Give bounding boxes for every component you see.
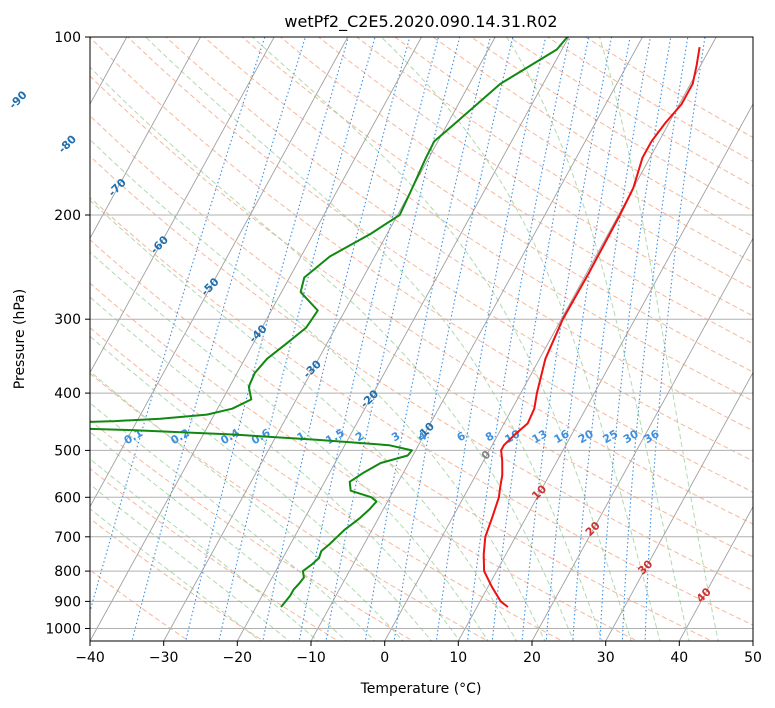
x-tick-label: 30 — [597, 650, 615, 666]
isotherm-line — [90, 37, 422, 641]
mixing-ratio-line — [90, 37, 266, 614]
dry-adiabat-line — [318, 37, 753, 317]
isotherm-line — [384, 37, 717, 641]
y-tick-label: 800 — [54, 564, 81, 580]
dry-adiabat-line — [90, 327, 564, 641]
isotherm-line — [531, 237, 753, 641]
isotherm-line — [90, 37, 349, 508]
mixing-ratio-line — [131, 37, 306, 641]
y-tick-label: 200 — [54, 208, 81, 224]
dry-adiabat-line — [356, 37, 753, 290]
mixing-ratio-line — [298, 37, 440, 641]
mixing-ratio-line — [491, 37, 590, 641]
plot-background — [90, 37, 753, 641]
mixing-ratio-line — [435, 37, 547, 641]
dry-adiabat-line — [203, 37, 753, 402]
temperature-profile-line — [482, 46, 701, 608]
x-tick-label: 50 — [744, 650, 762, 666]
plot-frame — [89, 36, 754, 642]
moist-adiabat-line — [90, 138, 546, 641]
chart-title: wetPf2_C2E5.2020.090.14.31.R02 — [284, 12, 557, 32]
moist-adiabat-line — [90, 296, 461, 641]
pressure-gridlines — [90, 37, 753, 629]
dry-adiabat-line — [165, 37, 753, 432]
x-tick-label: 20 — [523, 650, 541, 666]
x-tick-label: 10 — [449, 650, 467, 666]
y-tick-label: 700 — [54, 530, 81, 546]
dry-adiabat-line — [90, 468, 340, 641]
mixing-ratio-line — [325, 37, 461, 641]
y-tick-label: 1000 — [45, 622, 81, 638]
moist-adiabat-line — [90, 402, 376, 641]
x-tick-label: 0 — [380, 650, 389, 666]
x-tick-label: −20 — [223, 650, 253, 666]
mixing-ratio-line — [364, 37, 491, 641]
dewpoint-profile-line — [90, 37, 569, 608]
y-tick-label: 100 — [54, 30, 81, 46]
y-tick-label: 900 — [54, 594, 81, 610]
moist-adiabat-line — [90, 431, 348, 641]
dry-adiabat-line — [90, 75, 753, 525]
y-tick-label: 300 — [54, 312, 81, 328]
y-tick-label: 400 — [54, 386, 81, 402]
dry-adiabat-line — [90, 115, 753, 558]
y-tick-label: 500 — [54, 443, 81, 459]
mixing-ratio-line — [393, 37, 514, 641]
y-tick-label: 600 — [54, 490, 81, 506]
x-tick-label: −30 — [149, 650, 179, 666]
y-axis-label: Pressure (hPa) — [12, 289, 28, 389]
axes: −40 −30 −20 −10 0 10 20 30 40 50 100 200 300 400 500 60… — [45, 30, 762, 666]
background-lines — [90, 37, 753, 641]
dry-adiabat-line — [90, 155, 753, 592]
isotherm-line — [236, 37, 570, 641]
moist-adiabat-line — [90, 508, 262, 641]
dry-adiabat-line — [127, 37, 753, 462]
x-tick-label: −40 — [75, 650, 105, 666]
moist-adiabat-line — [90, 458, 319, 641]
isotherm-line — [310, 37, 643, 641]
profile-series — [90, 37, 701, 608]
x-tick-label: −10 — [296, 650, 326, 666]
dry-adiabat-line — [90, 37, 753, 493]
isotherm-line — [678, 505, 753, 641]
isotherm-line — [90, 37, 275, 374]
mixing-ratio-line — [185, 37, 350, 641]
isotherm-line — [605, 371, 753, 641]
isotherm-line — [457, 103, 753, 641]
moist-adiabat-line — [90, 335, 433, 641]
moist-adiabat-line — [90, 483, 290, 641]
isotherm-line — [90, 37, 201, 240]
x-tick-label: 40 — [670, 650, 688, 666]
mixing-ratio-line — [466, 37, 571, 641]
x-axis-label: Temperature (°C) — [360, 681, 482, 697]
